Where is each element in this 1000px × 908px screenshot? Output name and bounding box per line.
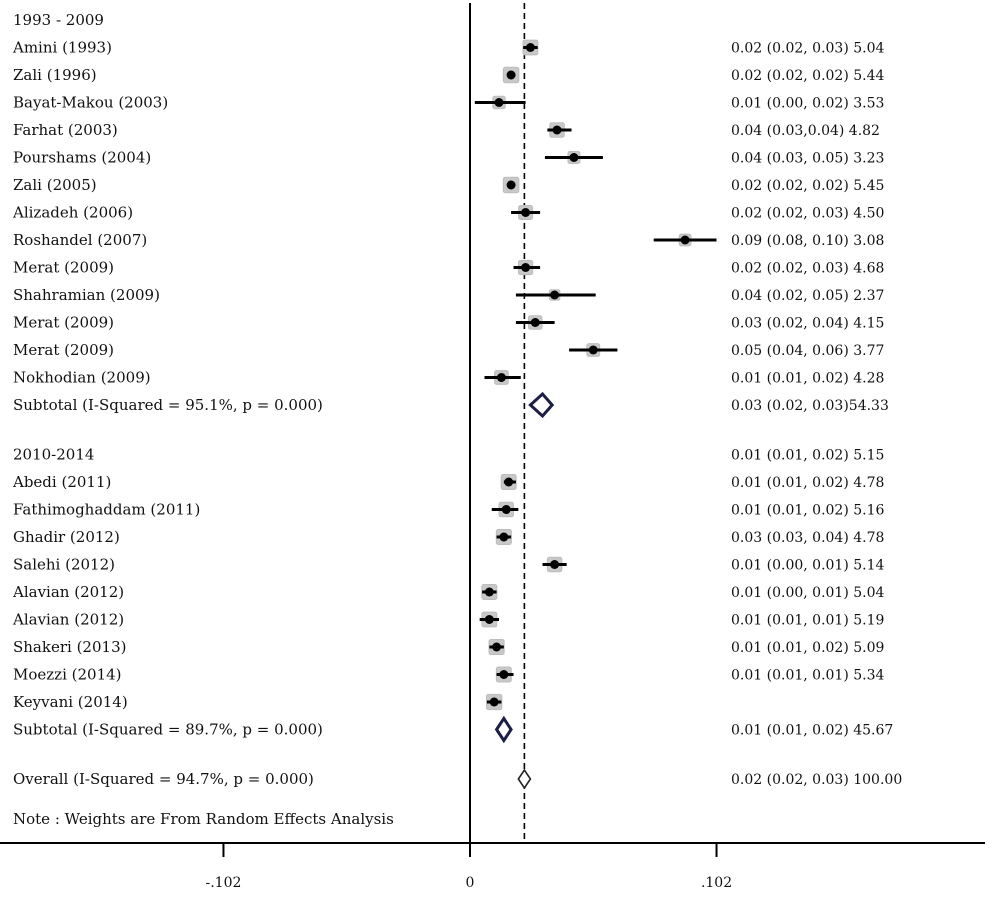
estimate-ci-weight: 0.02 (0.02, 0.03) 4.68 [731, 261, 884, 277]
x-axis: -.102 0 .102 [0, 3, 985, 891]
estimate-ci-weight: 0.04 (0.03, 0.05) 3.23 [731, 151, 884, 167]
study-label: Zali (1996) [13, 66, 97, 84]
estimate-ci-weight: 0.03 (0.03, 0.04) 4.78 [731, 530, 884, 546]
x-tick-label: 0 [466, 875, 475, 891]
header-label: 1993 - 2009 [13, 11, 104, 29]
study-label: Abedi (2011) [12, 473, 111, 491]
study-label: Ghadir (2012) [13, 528, 120, 546]
study-label: Alavian (2012) [12, 583, 124, 601]
estimate-ci-weight: 0.04 (0.03,0.04) 4.82 [731, 123, 880, 139]
point-estimate [496, 373, 506, 382]
point-estimate [521, 208, 531, 217]
study-label: Roshandel (2007) [13, 231, 147, 249]
study-label: Zali (2005) [13, 176, 97, 194]
study-labels: 1993 - 2009 Amini (1993) Zali (1996) Bayat-… [12, 11, 394, 828]
study-label: Merat (2009) [13, 341, 114, 359]
estimate-ci-weight: 0.03 (0.02, 0.04) 4.15 [731, 316, 884, 332]
estimate-ci-weight: 0.01 (0.01, 0.02) 5.09 [731, 640, 884, 656]
point-estimate [499, 670, 509, 679]
subtotal-label: Subtotal (I-Squared = 89.7%, p = 0.000) [13, 721, 323, 739]
study-label: Bayat-Makou (2003) [13, 94, 168, 112]
study-label: Pourshams (2004) [13, 149, 151, 167]
point-estimate [588, 345, 598, 355]
overall-label: Overall (I-Squared = 94.7%, p = 0.000) [13, 770, 314, 788]
estimate-ci-weight: 0.05 (0.04, 0.06) 3.77 [731, 343, 884, 359]
study-label: Amini (1993) [12, 39, 112, 57]
point-estimate [521, 263, 531, 272]
estimate-ci-weight: 0.02 (0.02, 0.02) 5.45 [731, 178, 884, 194]
study-label: Merat (2009) [13, 259, 114, 277]
point-estimate [494, 98, 504, 107]
estimate-ci-weight: 0.01 (0.01, 0.01) 5.19 [731, 613, 884, 629]
plot-marks [474, 39, 717, 790]
point-estimate [506, 70, 516, 80]
study-label: Alizadeh (2006) [12, 204, 133, 222]
estimate-ci-weight: 0.09 (0.08, 0.10) 3.08 [731, 233, 884, 249]
point-estimate [484, 615, 494, 624]
subtotal-label: Subtotal (I-Squared = 95.1%, p = 0.000) [13, 396, 323, 414]
estimate-ci-weight: 0.01 (0.01, 0.02) 4.78 [731, 475, 884, 491]
x-tick-label: .102 [701, 875, 732, 891]
estimate-ci-weight: 0.01 (0.01, 0.02) 5.16 [731, 503, 885, 519]
point-estimate [484, 587, 494, 597]
point-estimate [525, 43, 535, 52]
point-estimate [501, 505, 511, 514]
study-label: Farhat (2003) [13, 121, 118, 139]
point-estimate [680, 235, 690, 245]
study-label: Fathimoghaddam (2011) [13, 501, 200, 519]
estimate-ci-weight: 0.02 (0.02, 0.03) 4.50 [731, 206, 884, 222]
point-estimate [550, 290, 560, 300]
study-label: Alavian (2012) [12, 611, 124, 629]
study-label: Salehi (2012) [13, 556, 115, 574]
estimate-ci-weight: 0.01 (0.01, 0.02) 45.67 [731, 723, 893, 739]
note-label: Note : Weights are From Random Effects A… [13, 810, 394, 828]
point-estimate [499, 532, 509, 542]
estimate-labels: 0.02 (0.02, 0.03) 5.04 0.02 (0.02, 0.02) … [731, 41, 902, 789]
estimate-ci-weight: 0.01 (0.01, 0.02) 4.28 [731, 371, 884, 387]
study-label: Merat (2009) [13, 314, 114, 332]
estimate-ci-weight: 0.01 (0.01, 0.01) 5.34 [731, 668, 885, 684]
study-label: Moezzi (2014) [13, 666, 122, 684]
header-label: 2010-2014 [13, 446, 94, 464]
study-label: Keyvani (2014) [13, 693, 128, 711]
subtotal-diamond [494, 715, 513, 744]
x-tick-label: -.102 [206, 875, 242, 891]
point-estimate [569, 153, 579, 162]
estimate-ci-weight: 0.01 (0.01, 0.02) 5.15 [731, 448, 884, 464]
point-estimate [506, 180, 516, 190]
study-label: Nokhodian (2009) [13, 369, 151, 387]
point-estimate [489, 697, 499, 707]
point-estimate [552, 125, 562, 135]
estimate-ci-weight: 0.01 (0.00, 0.02) 3.53 [731, 96, 884, 112]
point-estimate [492, 642, 502, 652]
estimate-ci-weight: 0.01 (0.00, 0.01) 5.04 [731, 585, 885, 601]
study-label: Shahramian (2009) [13, 286, 160, 304]
overall-diamond [517, 768, 532, 790]
study-label: Shakeri (2013) [13, 638, 126, 656]
estimate-ci-weight: 0.03 (0.02, 0.03)54.33 [731, 398, 889, 414]
estimate-ci-weight: 0.04 (0.02, 0.05) 2.37 [731, 288, 884, 304]
point-estimate [550, 560, 560, 569]
estimate-ci-weight: 0.01 (0.00, 0.01) 5.14 [731, 558, 885, 574]
estimate-ci-weight: 0.02 (0.02, 0.02) 5.44 [731, 68, 885, 84]
point-estimate [530, 318, 540, 327]
estimate-ci-weight: 0.02 (0.02, 0.03) 5.04 [731, 41, 885, 57]
estimate-ci-weight: 0.02 (0.02, 0.03) 100.00 [731, 772, 902, 788]
subtotal-diamond [528, 391, 555, 419]
point-estimate [504, 477, 514, 487]
